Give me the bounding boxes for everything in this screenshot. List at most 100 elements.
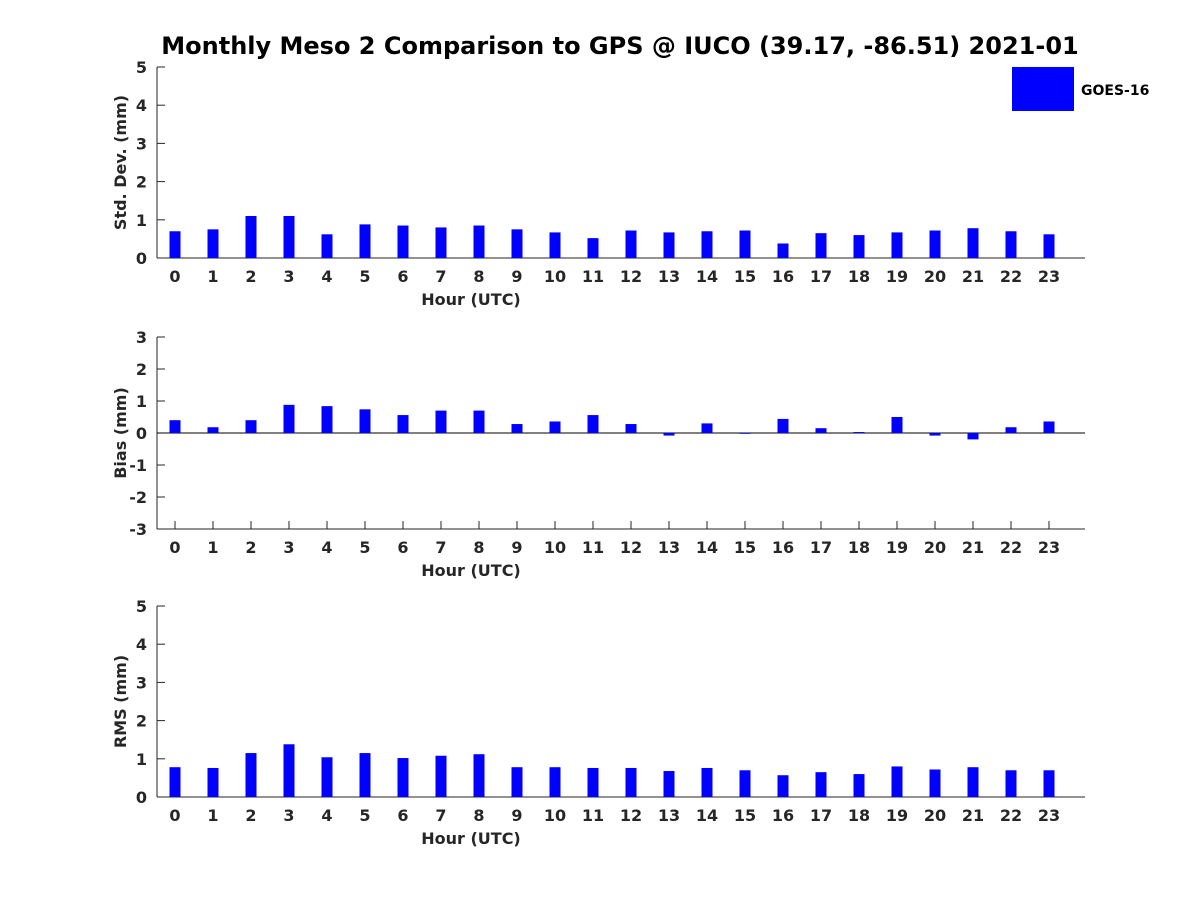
bar [511,767,523,797]
bar [435,755,447,797]
bar [777,243,789,258]
x-tick-label: 6 [397,538,408,557]
bar [587,238,599,258]
x-tick-label: 23 [1038,538,1060,557]
legend: GOES-16 [1012,67,1149,111]
y-tick-label: 2 [136,360,147,379]
y-tick-label: 1 [136,392,147,411]
bar [397,758,409,797]
x-tick-label: 14 [696,538,718,557]
bar [245,215,257,258]
bar [169,420,181,433]
bar [435,227,447,258]
bar [853,774,865,797]
x-tick-label: 20 [924,806,946,825]
bar [663,232,675,258]
bar [207,767,219,797]
bar [815,233,827,258]
bar [435,410,447,433]
bar [397,225,409,258]
bar [169,767,181,797]
bar [929,230,941,258]
x-tick-label: 4 [321,267,332,286]
x-tick-label: 17 [810,806,832,825]
x-tick-label: 10 [544,538,566,557]
bar [169,231,181,258]
x-tick-label: 1 [207,267,218,286]
x-tick-label: 20 [924,538,946,557]
x-axis-label: Hour (UTC) [421,829,521,848]
bar [549,232,561,258]
x-tick-label: 8 [473,267,484,286]
x-tick-label: 6 [397,267,408,286]
bar [473,225,485,258]
bar [587,415,599,433]
bar [967,228,979,258]
x-tick-label: 2 [245,806,256,825]
y-tick-label: 2 [136,173,147,192]
y-axis-label: Std. Dev. (mm) [111,95,130,230]
x-tick-label: 13 [658,538,680,557]
bar [891,766,903,797]
bar [207,427,219,433]
x-tick-label: 20 [924,267,946,286]
x-axis-label: Hour (UTC) [421,290,521,309]
figure-title: Monthly Meso 2 Comparison to GPS @ IUCO … [161,32,1078,60]
x-tick-label: 22 [1000,538,1022,557]
y-tick-label: 5 [136,597,147,616]
bar [245,420,257,433]
x-tick-label: 7 [435,267,446,286]
x-tick-label: 5 [359,538,370,557]
bar [967,433,979,440]
bar [929,433,941,436]
x-tick-label: 10 [544,806,566,825]
y-tick-label: 0 [136,788,147,807]
x-tick-label: 15 [734,806,756,825]
bar [625,767,637,797]
y-tick-label: -2 [129,488,147,507]
y-tick-label: 0 [136,424,147,443]
x-axis-label: Hour (UTC) [421,561,521,580]
bar [891,232,903,258]
x-tick-label: 8 [473,806,484,825]
x-tick-label: 21 [962,538,984,557]
bar [701,423,713,433]
y-tick-label: 2 [136,712,147,731]
x-tick-label: 11 [582,538,604,557]
x-tick-label: 3 [283,538,294,557]
x-tick-label: 16 [772,806,794,825]
x-tick-label: 12 [620,267,642,286]
y-axis-label: Bias (mm) [111,387,130,479]
bar [359,224,371,258]
bar [777,418,789,433]
bar [1005,770,1017,797]
bar [1043,421,1055,433]
bar [321,757,333,797]
x-tick-label: 15 [734,267,756,286]
x-tick-label: 13 [658,806,680,825]
x-tick-label: 19 [886,806,908,825]
x-tick-label: 3 [283,806,294,825]
x-tick-label: 3 [283,267,294,286]
bar [549,767,561,797]
bar [663,433,675,436]
x-tick-label: 18 [848,538,870,557]
bar [359,409,371,433]
y-axis-label: RMS (mm) [111,655,130,748]
bar [207,229,219,258]
legend-swatch [1012,67,1074,111]
x-tick-label: 8 [473,538,484,557]
x-tick-label: 5 [359,806,370,825]
x-tick-label: 7 [435,806,446,825]
y-tick-label: 4 [136,635,147,654]
x-tick-label: 19 [886,267,908,286]
x-tick-label: 9 [511,267,522,286]
bar [853,432,865,433]
bar [815,772,827,797]
bar [473,410,485,433]
y-tick-label: 0 [136,249,147,268]
y-tick-label: -3 [129,520,147,539]
x-tick-label: 23 [1038,806,1060,825]
